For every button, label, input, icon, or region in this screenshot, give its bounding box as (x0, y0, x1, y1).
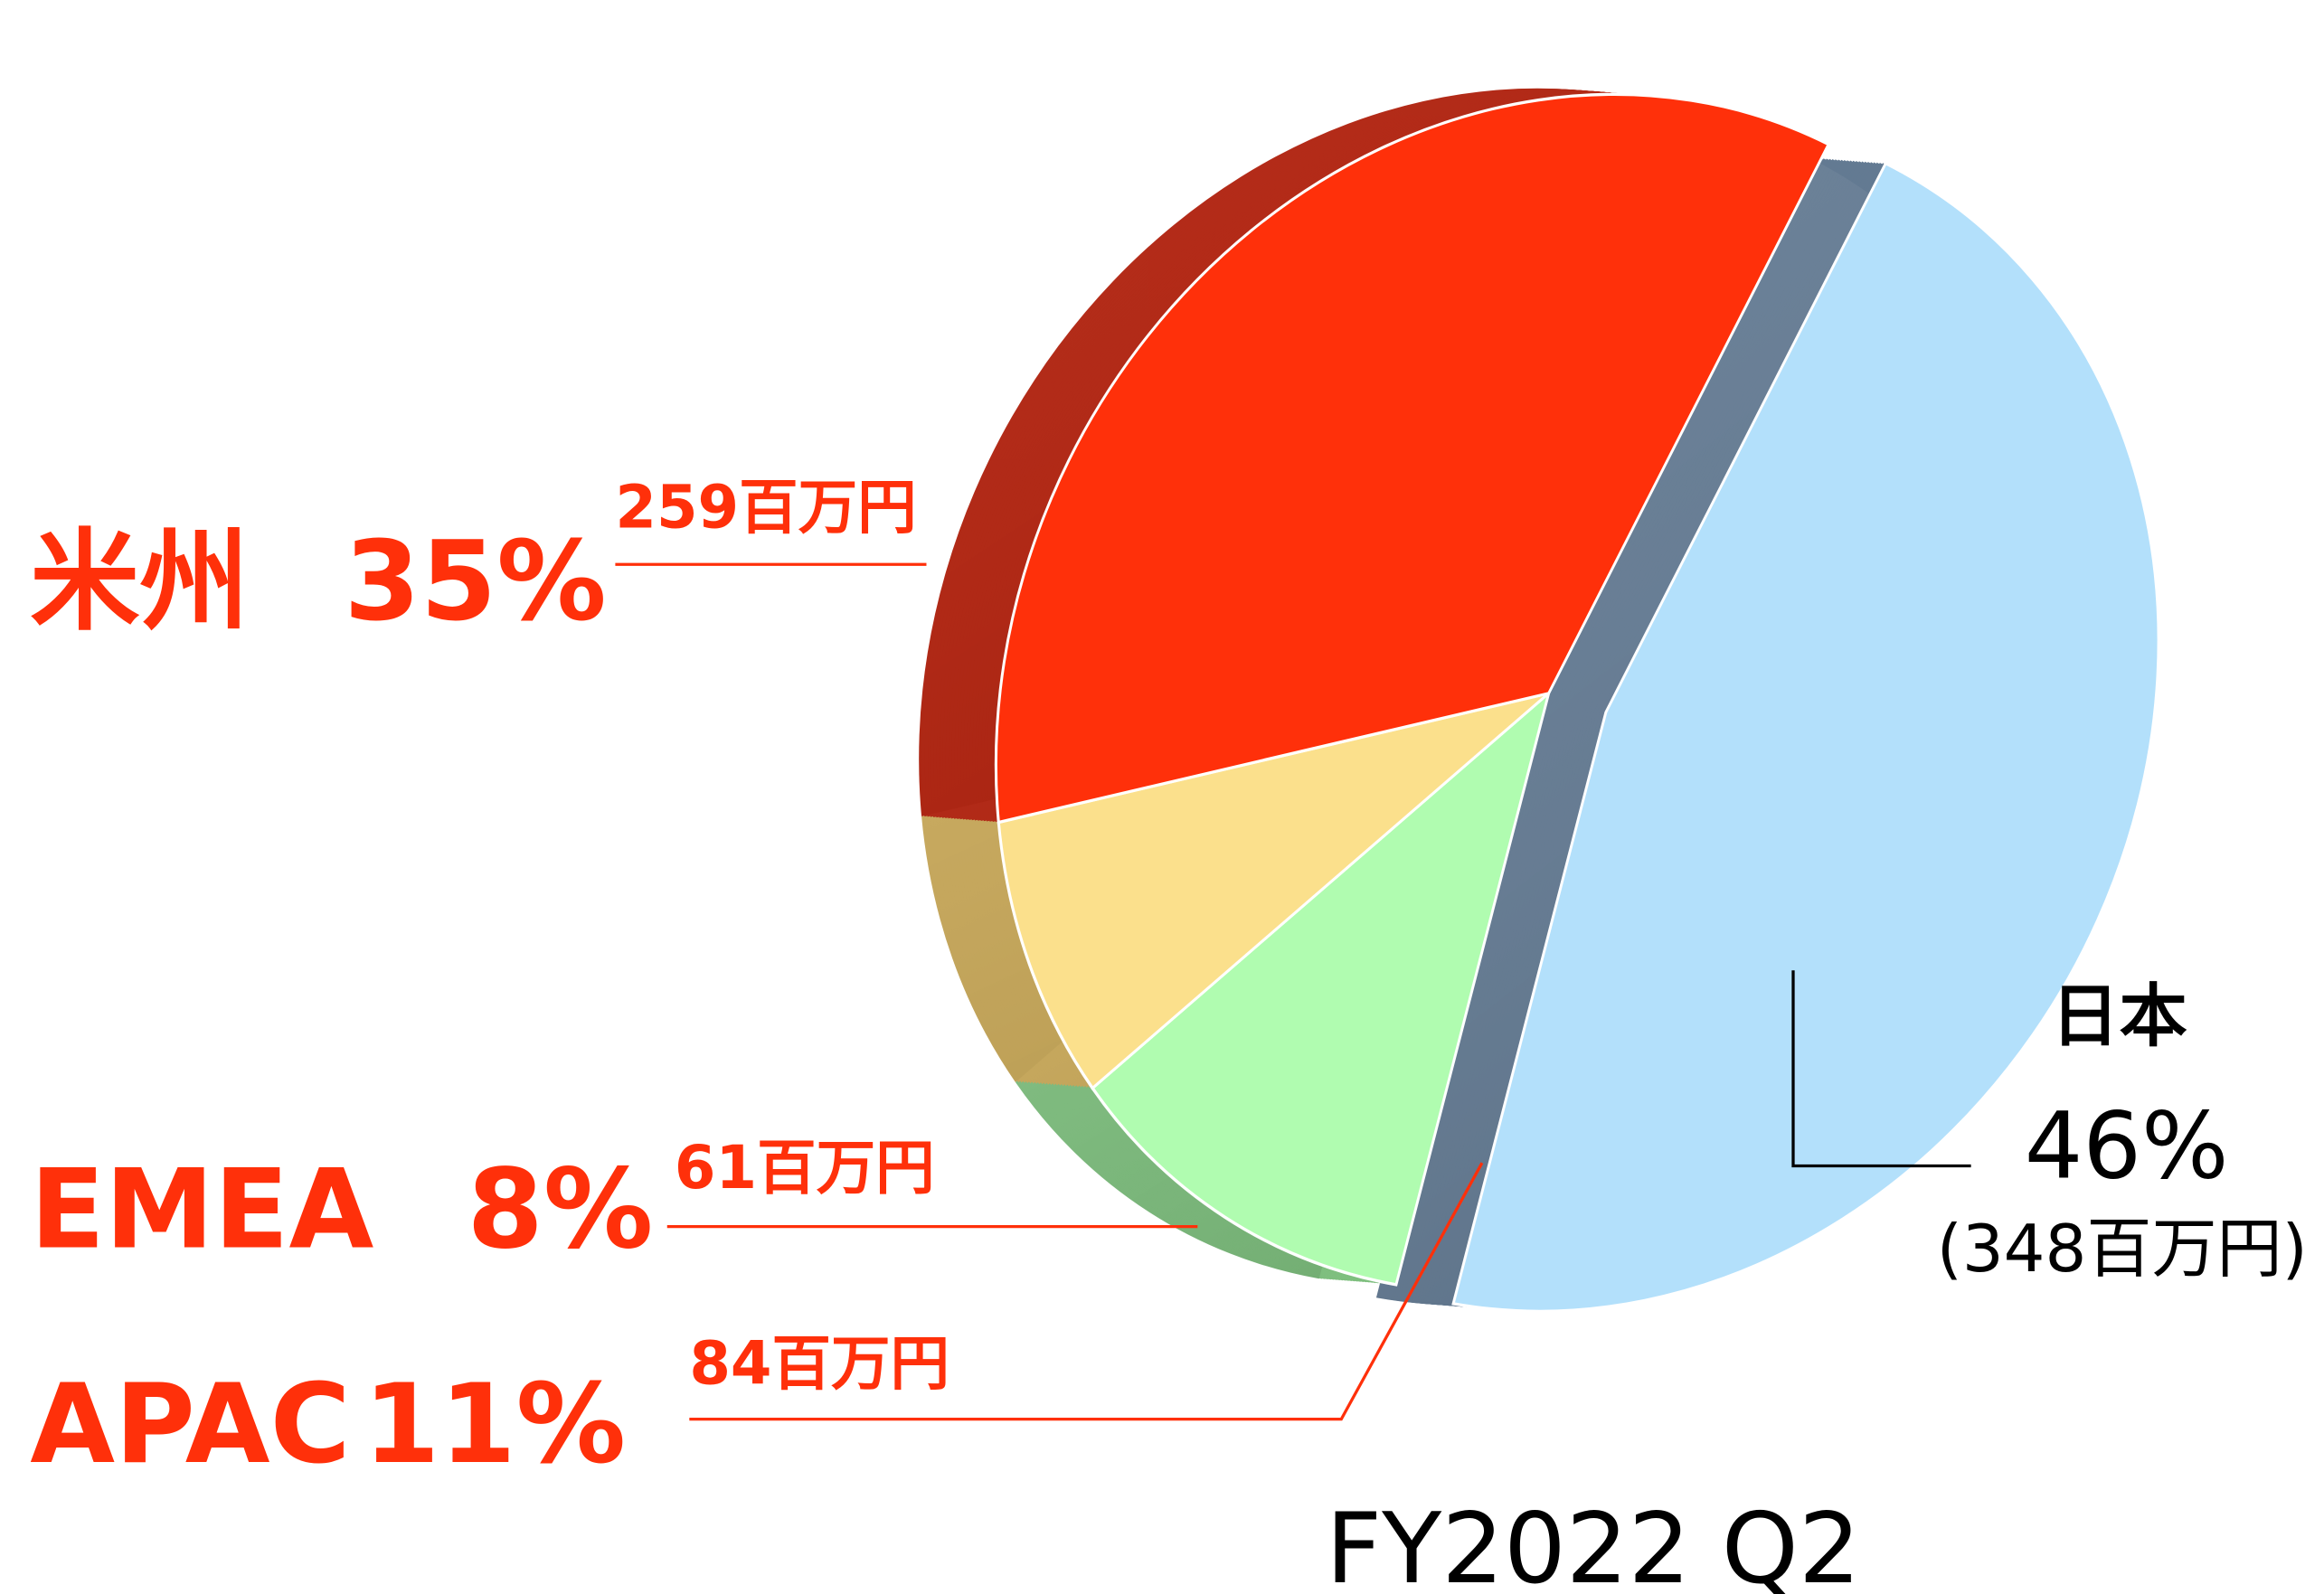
chart-title: FY2022 Q2 (1326, 1492, 1861, 1594)
amount-label: 61百万円 (675, 1134, 935, 1203)
category-label: 日本 (2051, 976, 2187, 1056)
amount-label: (348百万円) (1937, 1212, 2308, 1287)
value-label: 46% (2025, 1093, 2229, 1200)
leader-line (689, 1162, 1484, 1421)
slice (997, 692, 1550, 1090)
slice (1451, 161, 2160, 1313)
slice (1091, 689, 1552, 1287)
amount-label: 259百万円 (615, 473, 916, 542)
category-label: 米州 (30, 517, 249, 646)
category-label: APAC (30, 1360, 350, 1488)
amount-label: 84百万円 (689, 1329, 949, 1398)
value-label: 8% (468, 1146, 654, 1274)
pie (919, 88, 2160, 1313)
category-label: EMEA (30, 1146, 373, 1274)
leader-line (1791, 970, 1971, 1168)
value-label: 11% (364, 1360, 626, 1488)
value-label: 35% (345, 517, 607, 646)
slice-top-layer (994, 92, 2160, 1313)
slice (994, 92, 1831, 825)
